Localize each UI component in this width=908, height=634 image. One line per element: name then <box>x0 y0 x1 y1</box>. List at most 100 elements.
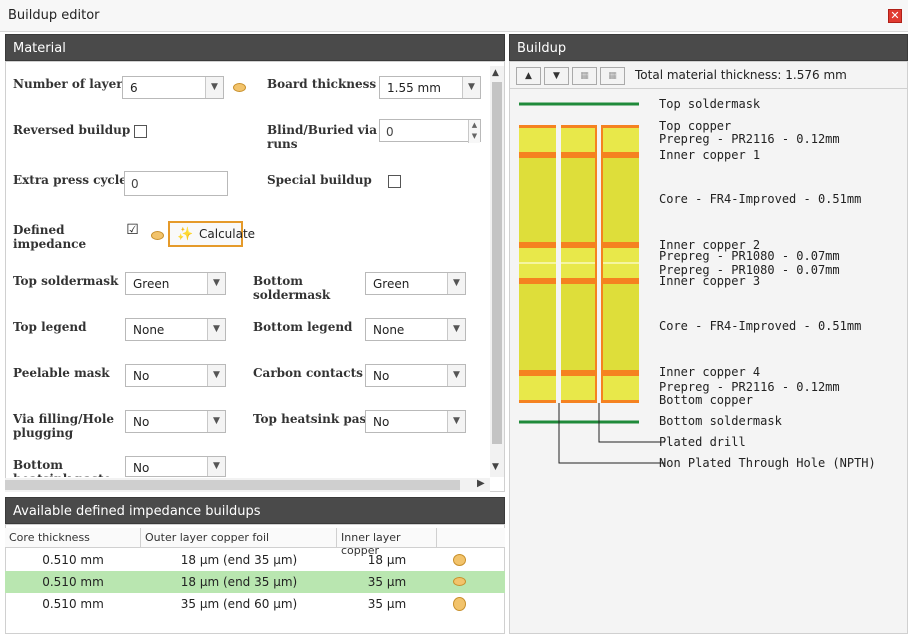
special-buildup-checkbox[interactable] <box>388 175 401 188</box>
scroll-right-icon[interactable]: ▶ <box>477 478 485 489</box>
layer-stack <box>519 125 639 403</box>
extra-press-input[interactable]: 0 <box>124 171 228 196</box>
num-layers-label: Number of layers <box>13 77 130 91</box>
top-soldermask-select[interactable]: Green ▼ <box>125 272 226 295</box>
cell-inner: 35 µm <box>367 597 407 611</box>
material-vertical-scrollbar[interactable]: ▲ ▼ <box>490 66 504 477</box>
blind-buried-input[interactable]: 0 ▲ ▼ <box>379 119 481 143</box>
calculate-button[interactable]: ✨ Calculate <box>168 221 255 247</box>
move-down-icon[interactable]: ▼ <box>544 67 569 85</box>
bottom-legend-value: None <box>373 323 405 337</box>
chevron-down-icon: ▼ <box>447 365 465 386</box>
scroll-up-icon[interactable]: ▲ <box>492 68 499 78</box>
carbon-contacts-label: Carbon contacts <box>253 366 363 380</box>
cell-outer: 35 µm (end 60 µm) <box>180 597 298 611</box>
via-filling-value: No <box>133 415 150 429</box>
material-panel-header: Material <box>5 34 505 61</box>
label-inner-copper-3: Inner copper 3 <box>659 274 761 288</box>
close-icon[interactable]: ✕ <box>888 9 902 23</box>
calculate-label: Calculate <box>199 227 256 241</box>
label-bottom-copper: Bottom copper <box>659 393 753 407</box>
num-layers-value: 6 <box>130 81 138 95</box>
cell-core: 0.510 mm <box>42 553 104 567</box>
label-prepreg-mid-1: Prepreg - PR1080 - 0.07mm <box>659 249 840 263</box>
spinner-icon[interactable]: ▲ ▼ <box>468 120 480 143</box>
chevron-down-icon: ▼ <box>207 273 225 294</box>
peelable-mask-value: No <box>133 369 150 383</box>
bottom-soldermask-label: Bottom soldermask <box>253 274 331 302</box>
label-prepreg-top: Prepreg - PR2116 - 0.12mm <box>659 132 840 146</box>
board-thickness-select[interactable]: 1.55 mm ▼ <box>379 76 481 99</box>
top-soldermask-value: Green <box>133 277 170 291</box>
material-horizontal-scrollbar[interactable]: ▶ <box>5 478 490 492</box>
column-header-inner[interactable]: Inner layer copper <box>337 528 437 557</box>
bottom-soldermask-select[interactable]: Green ▼ <box>365 272 466 295</box>
top-heatsink-select[interactable]: No ▼ <box>365 410 466 433</box>
coin-stack-icon[interactable] <box>453 597 466 611</box>
bottom-heatsink-select[interactable]: No ▼ <box>125 456 226 477</box>
top-soldermask-label: Top soldermask <box>13 274 119 288</box>
top-heatsink-value: No <box>373 415 390 429</box>
chevron-down-icon: ▼ <box>207 365 225 386</box>
table-row[interactable]: 0.510 mm 18 µm (end 35 µm) 35 µm <box>5 571 505 593</box>
top-legend-value: None <box>133 323 165 337</box>
window-titlebar: Buildup editor ✕ <box>0 0 908 32</box>
reversed-buildup-label: Reversed buildup <box>13 123 131 137</box>
label-core-2: Core - FR4-Improved - 0.51mm <box>659 319 862 333</box>
chevron-down-icon: ▼ <box>447 273 465 294</box>
stackup-diagram <box>519 102 639 424</box>
coin-icon[interactable] <box>233 83 246 92</box>
scroll-thumb[interactable] <box>5 480 460 490</box>
bottom-legend-label: Bottom legend <box>253 320 353 334</box>
scroll-down-icon[interactable]: ▼ <box>492 462 499 472</box>
via-filling-select[interactable]: No ▼ <box>125 410 226 433</box>
plated-wall-left <box>595 125 597 403</box>
column-header-core[interactable]: Core thickness <box>5 528 141 548</box>
plated-wall-right <box>601 125 603 403</box>
table-row[interactable]: 0.510 mm 18 µm (end 35 µm) 18 µm <box>5 549 505 571</box>
plated-drill-leader <box>598 403 665 443</box>
cell-core: 0.510 mm <box>42 597 104 611</box>
column-header-outer[interactable]: Outer layer copper foil <box>141 528 337 548</box>
plated-drill-hole <box>595 125 603 403</box>
coin-stack-icon[interactable] <box>453 554 466 566</box>
carbon-contacts-select[interactable]: No ▼ <box>365 364 466 387</box>
label-top-soldermask: Top soldermask <box>659 97 761 111</box>
top-legend-select[interactable]: None ▼ <box>125 318 226 341</box>
window-title: Buildup editor <box>8 8 100 23</box>
special-buildup-label: Special buildup <box>267 173 372 187</box>
cell-outer: 18 µm (end 35 µm) <box>180 553 298 567</box>
label-inner-copper-2: Inner copper 2 <box>659 238 761 252</box>
peelable-mask-label: Peelable mask <box>13 366 110 380</box>
split-left-icon[interactable]: ▦ <box>572 67 597 85</box>
bottom-soldermask-value: Green <box>373 277 410 291</box>
impedance-panel-header: Available defined impedance buildups <box>5 497 505 524</box>
bottom-heatsink-label-clip: Bottom heatsink paste <box>13 458 123 477</box>
bottom-legend-select[interactable]: None ▼ <box>365 318 466 341</box>
label-bottom-soldermask: Bottom soldermask <box>659 414 782 428</box>
label-top-copper: Top copper <box>659 119 732 133</box>
cell-outer: 18 µm (end 35 µm) <box>180 575 298 589</box>
table-row[interactable]: 0.510 mm 35 µm (end 60 µm) 35 µm <box>5 593 505 615</box>
split-right-icon[interactable]: ▦ <box>600 67 625 85</box>
cell-inner: 35 µm <box>367 575 407 589</box>
scroll-thumb[interactable] <box>492 82 502 444</box>
num-layers-select[interactable]: 6 ▼ <box>122 76 224 99</box>
label-inner-copper-1: Inner copper 1 <box>659 148 761 162</box>
label-prepreg-bottom: Prepreg - PR2116 - 0.12mm <box>659 380 840 394</box>
coin-icon[interactable] <box>151 231 164 240</box>
coin-icon[interactable] <box>453 577 466 586</box>
material-header-title: Material <box>13 41 66 56</box>
defined-impedance-label: Defined impedance <box>13 223 87 251</box>
defined-impedance-checkbox[interactable]: ☑ <box>126 222 139 238</box>
cell-core: 0.510 mm <box>42 575 104 589</box>
reversed-buildup-checkbox[interactable] <box>134 125 147 138</box>
chevron-down-icon: ▼ <box>447 319 465 340</box>
board-thickness-value: 1.55 mm <box>387 81 441 95</box>
move-up-icon[interactable]: ▲ <box>516 67 541 85</box>
extra-press-label: Extra press cycles <box>13 173 134 187</box>
buildup-panel-header: Buildup <box>509 34 908 61</box>
label-prepreg-mid-2: Prepreg - PR1080 - 0.07mm <box>659 263 840 277</box>
peelable-mask-select[interactable]: No ▼ <box>125 364 226 387</box>
label-npth: Non Plated Through Hole (NPTH) <box>659 456 876 470</box>
